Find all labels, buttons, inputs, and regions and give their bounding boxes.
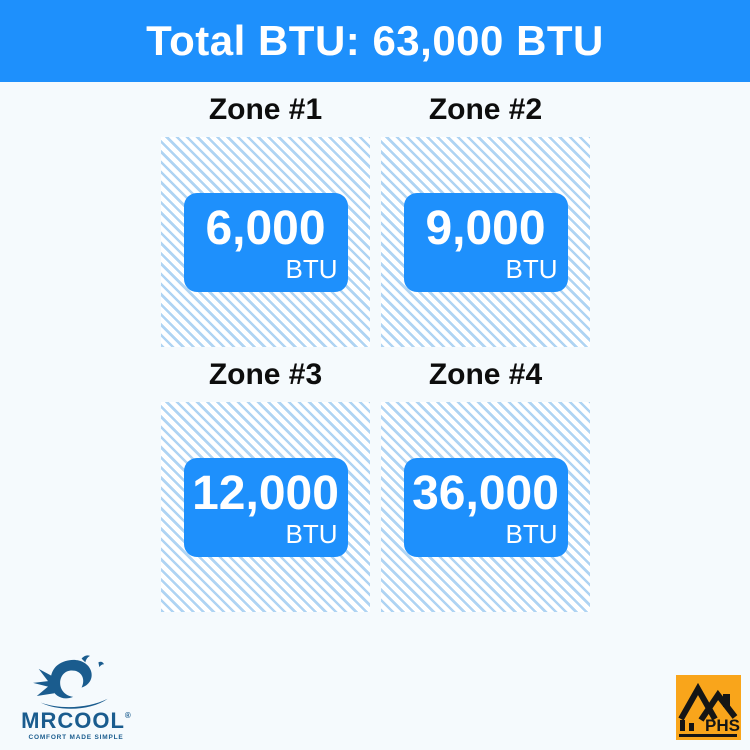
btu-badge: 12,000 BTU xyxy=(183,457,348,557)
phs-logo: PHS xyxy=(676,675,741,740)
btu-unit: BTU xyxy=(285,253,338,284)
total-btu-title: Total BTU: 63,000 BTU xyxy=(146,17,604,64)
btu-value: 6,000 xyxy=(205,201,326,255)
zone-card-4: Zone #4 36,000 BTU xyxy=(381,347,590,612)
mrcool-wordmark: MRCOOL® xyxy=(21,708,131,733)
zones-grid: Zone #1 6,000 BTU Zone #2 9,000 BTU Zone… xyxy=(161,82,590,612)
btu-badge: 9,000 BTU xyxy=(403,192,568,292)
zone-card-2: Zone #2 9,000 BTU xyxy=(381,82,590,347)
zone-title: Zone #3 xyxy=(208,357,323,391)
mrcool-tagline: COMFORT MADE SIMPLE xyxy=(28,734,124,741)
zone-hatch-area: 6,000 BTU xyxy=(161,137,370,347)
zone-card-3: Zone #3 12,000 BTU xyxy=(161,347,370,612)
mrcool-penguin-icon xyxy=(33,655,108,709)
phs-house-icon: PHS xyxy=(676,675,741,740)
btu-value: 12,000 xyxy=(192,466,339,520)
btu-unit: BTU xyxy=(285,518,338,549)
phs-text: PHS xyxy=(705,716,740,735)
btu-badge: 36,000 BTU xyxy=(403,457,568,557)
btu-value: 36,000 xyxy=(412,466,559,520)
btu-value: 9,000 xyxy=(425,201,546,255)
btu-unit: BTU xyxy=(505,253,558,284)
registered-mark: ® xyxy=(124,711,131,720)
zone-hatch-area: 36,000 BTU xyxy=(381,402,590,612)
zone-hatch-area: 12,000 BTU xyxy=(161,402,370,612)
btu-unit: BTU xyxy=(505,518,558,549)
zone-card-1: Zone #1 6,000 BTU xyxy=(161,82,370,347)
btu-badge: 6,000 BTU xyxy=(183,192,348,292)
zone-hatch-area: 9,000 BTU xyxy=(381,137,590,347)
zone-title: Zone #2 xyxy=(428,92,543,126)
header-banner: Total BTU: 63,000 BTU xyxy=(0,0,750,82)
zone-title: Zone #1 xyxy=(208,92,323,126)
mrcool-logo: MRCOOL® COMFORT MADE SIMPLE xyxy=(14,654,138,741)
zone-title: Zone #4 xyxy=(428,357,543,391)
